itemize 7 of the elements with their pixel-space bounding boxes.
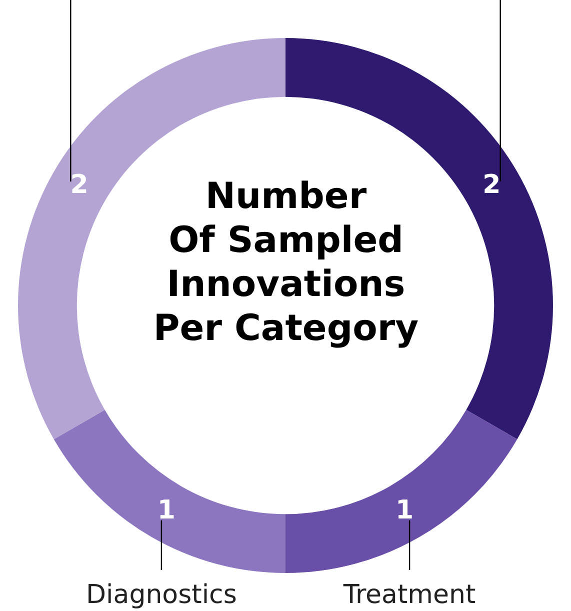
data-label: 2 xyxy=(70,170,88,200)
slice-label: Diagnostics xyxy=(86,580,237,610)
text: Number Of Sampled Innovations Per Category xyxy=(152,175,420,351)
data-label: 1 xyxy=(395,495,414,526)
data-label: 1 xyxy=(157,495,176,526)
data-label: 2 xyxy=(482,170,501,200)
slice-label: Treatment xyxy=(342,580,476,610)
